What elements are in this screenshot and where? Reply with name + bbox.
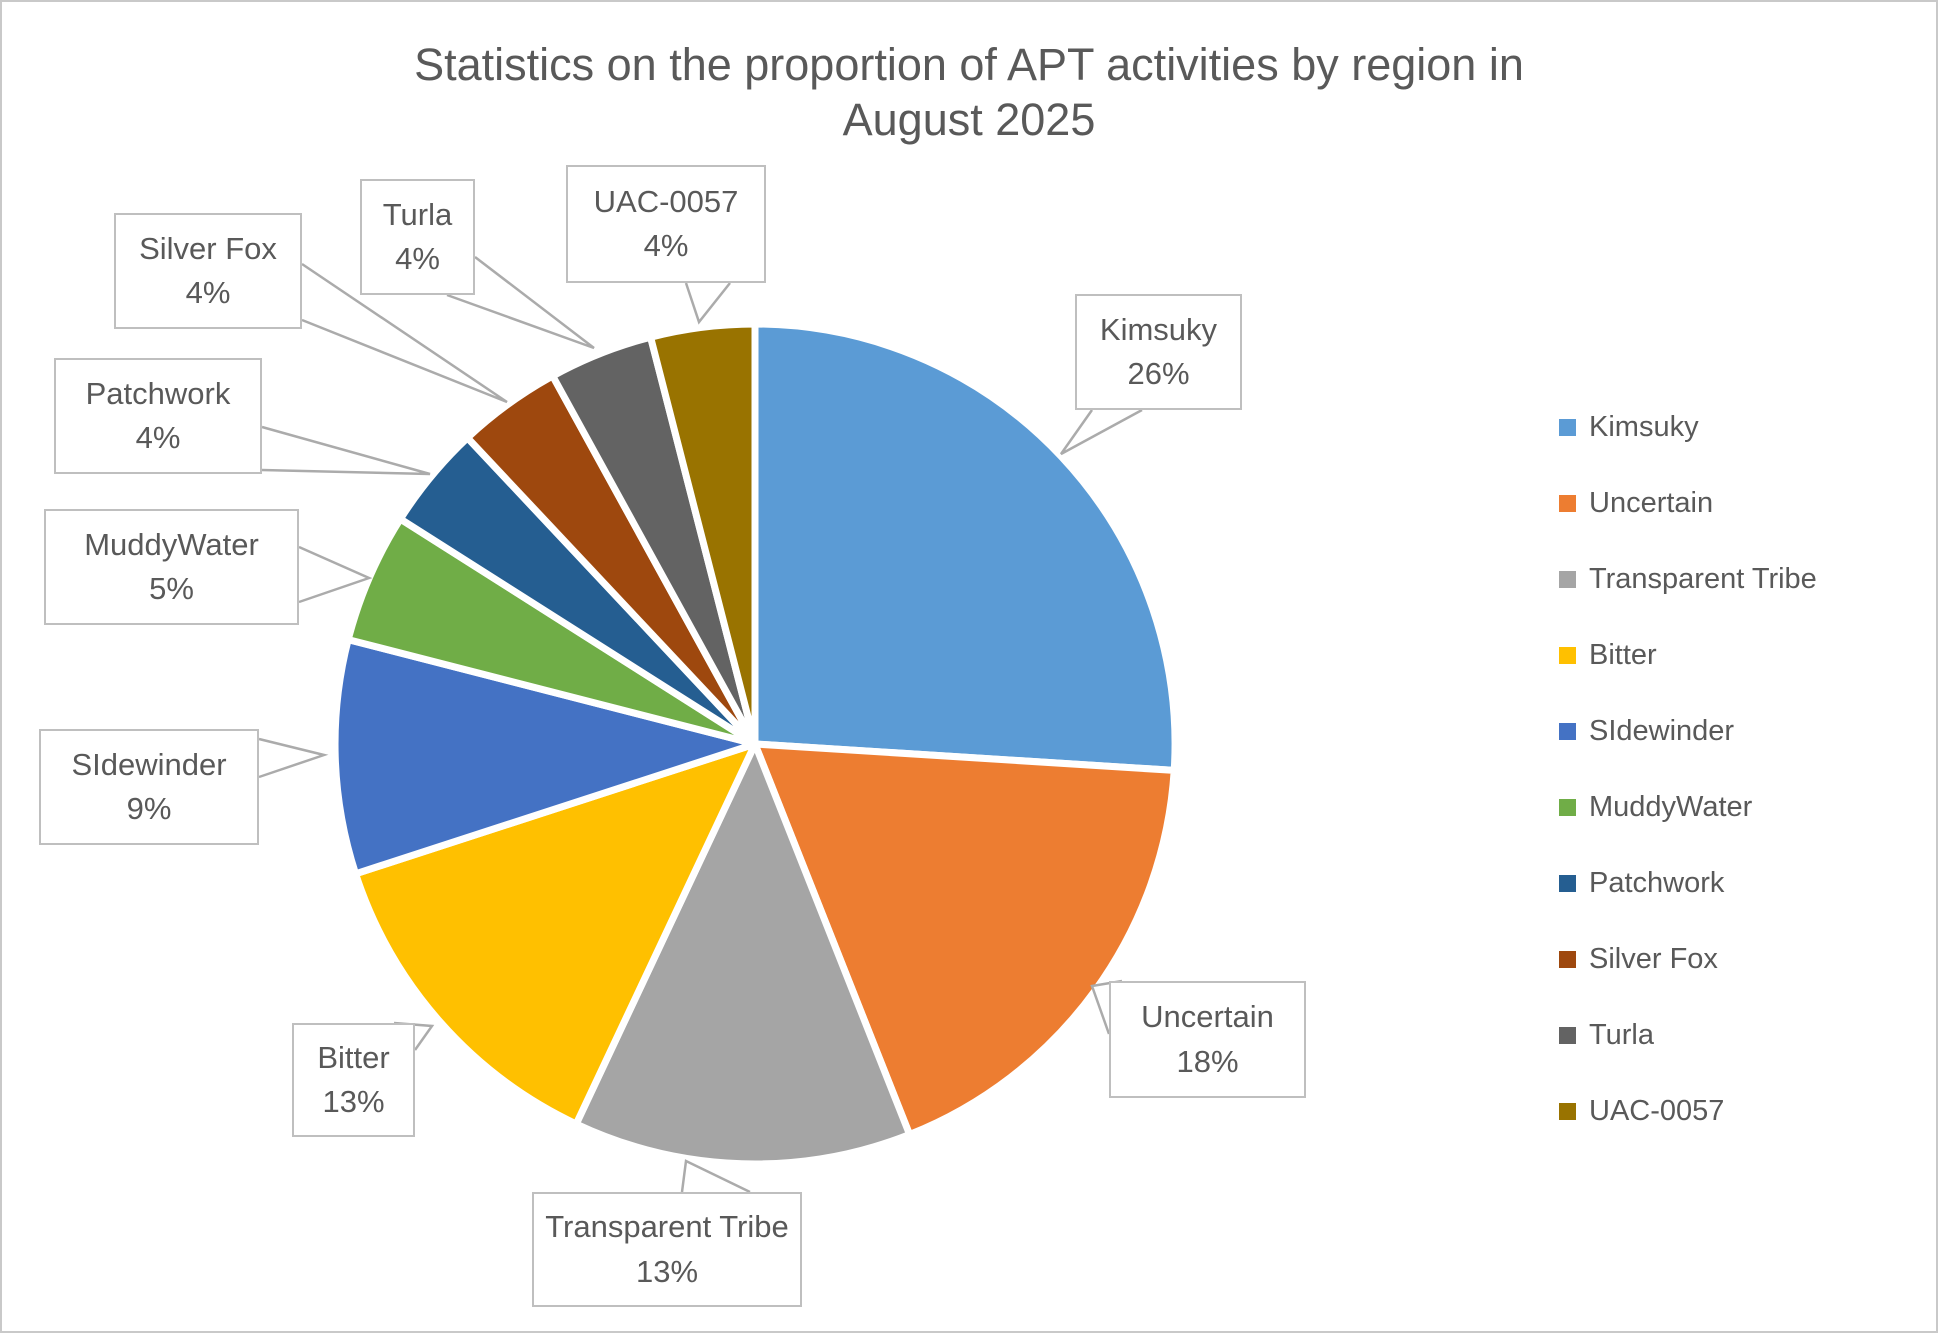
data-label-percentage: 4% <box>643 228 689 263</box>
legend-label: Turla <box>1589 1018 1654 1051</box>
legend-swatch-icon <box>1559 570 1576 588</box>
legend-item-muddywater: MuddyWater <box>1559 787 1752 827</box>
data-label-category: Patchwork <box>85 375 231 411</box>
data-label-category: UAC-0057 <box>593 183 739 219</box>
pie-slice-kimsuky <box>751 320 1179 774</box>
legend-swatch-icon <box>1559 722 1576 740</box>
data-label-patchwork: Patchwork 4% <box>54 358 262 474</box>
data-label-category: Turla <box>382 196 453 232</box>
data-label-category: MuddyWater <box>84 526 259 562</box>
data-label-percentage: 13% <box>635 1253 699 1289</box>
data-label-category: Bitter <box>317 1039 390 1075</box>
callout-leader-transparent-tribe <box>680 1159 751 1194</box>
data-label-bitter: Bitter 13% <box>292 1023 415 1137</box>
legend-swatch-icon <box>1559 1102 1576 1120</box>
legend-swatch-icon <box>1559 646 1576 664</box>
data-label-percentage: 4% <box>135 420 181 455</box>
pie-slice-transparent-tribe <box>572 740 914 1168</box>
data-label-kimsuky: Kimsuky 26% <box>1075 294 1242 410</box>
callout-leader-uac-0057 <box>684 282 731 325</box>
data-label-percentage: 4% <box>185 275 231 310</box>
legend-label: SIdewinder <box>1589 714 1735 747</box>
legend-item-transparent-tribe: Transparent Tribe <box>1559 559 1817 599</box>
legend-label: Uncertain <box>1589 486 1714 519</box>
legend-swatch-icon <box>1559 418 1576 436</box>
legend-swatch-icon <box>1559 798 1576 816</box>
data-label-uac-0057: UAC-0057 4% <box>566 165 766 283</box>
legend-label: Bitter <box>1589 638 1657 671</box>
data-label-muddywater: MuddyWater 5% <box>44 509 299 625</box>
legend-item-turla: Turla <box>1559 1015 1654 1055</box>
chart-title-line1: Statistics on the proportion of APT acti… <box>414 39 1524 90</box>
data-label-percentage: 5% <box>149 571 194 606</box>
pie-slice-bitter <box>352 740 759 1128</box>
data-label-percentage: 13% <box>322 1084 385 1119</box>
legend-item-kimsuky: Kimsuky <box>1559 407 1699 447</box>
data-label-silver-fox: Silver Fox 4% <box>114 213 302 329</box>
data-label-sidewinder: SIdewinder 9% <box>39 729 259 845</box>
data-label-transparent-tribe: Transparent Tribe 13% <box>532 1192 802 1307</box>
legend-swatch-icon <box>1559 950 1576 968</box>
data-label-percentage: 4% <box>395 241 440 276</box>
legend-label: Kimsuky <box>1589 410 1699 443</box>
legend-item-sidewinder: SIdewinder <box>1559 711 1734 751</box>
data-label-percentage: 18% <box>1176 1043 1239 1079</box>
legend-item-silver-fox: Silver Fox <box>1559 939 1718 979</box>
callout-leader-silver-fox <box>301 262 508 404</box>
data-label-category: Uncertain <box>1141 999 1274 1035</box>
callout-leader-kimsuky <box>1059 408 1143 456</box>
legend-item-patchwork: Patchwork <box>1559 863 1724 903</box>
chart-title: Statistics on the proportion of APT acti… <box>2 38 1936 148</box>
legend-label: Transparent Tribe <box>1589 562 1817 595</box>
legend-item-uncertain: Uncertain <box>1559 483 1713 523</box>
data-label-percentage: 9% <box>126 791 172 826</box>
data-label-category: Silver Fox <box>139 230 277 266</box>
data-label-uncertain: Uncertain 18% <box>1109 981 1306 1098</box>
chart-title-line2: August 2025 <box>842 93 1096 145</box>
legend-item-uac-0057: UAC-0057 <box>1559 1091 1724 1131</box>
data-label-turla: Turla 4% <box>360 179 475 295</box>
legend-label: Patchwork <box>1589 866 1725 899</box>
callout-leader-muddywater <box>298 545 373 604</box>
callout-leader-turla <box>446 256 595 350</box>
legend-swatch-icon <box>1559 1026 1576 1044</box>
callout-leader-sidewinder <box>258 737 329 779</box>
data-label-category: Kimsuky <box>1099 311 1218 347</box>
legend-swatch-icon <box>1559 494 1576 512</box>
legend-label: Silver Fox <box>1589 942 1718 975</box>
pie-slice-sidewinder <box>331 636 759 878</box>
legend-item-bitter: Bitter <box>1559 635 1657 675</box>
legend-label: UAC-0057 <box>1589 1094 1725 1127</box>
data-label-category: SIdewinder <box>71 746 227 782</box>
legend-swatch-icon <box>1559 874 1576 892</box>
pie-slice-uac-0057 <box>647 320 759 748</box>
data-label-percentage: 26% <box>1127 356 1190 391</box>
data-label-category: Transparent Tribe <box>545 1209 789 1245</box>
legend-label: MuddyWater <box>1589 790 1753 823</box>
callout-leader-patchwork <box>261 425 431 476</box>
